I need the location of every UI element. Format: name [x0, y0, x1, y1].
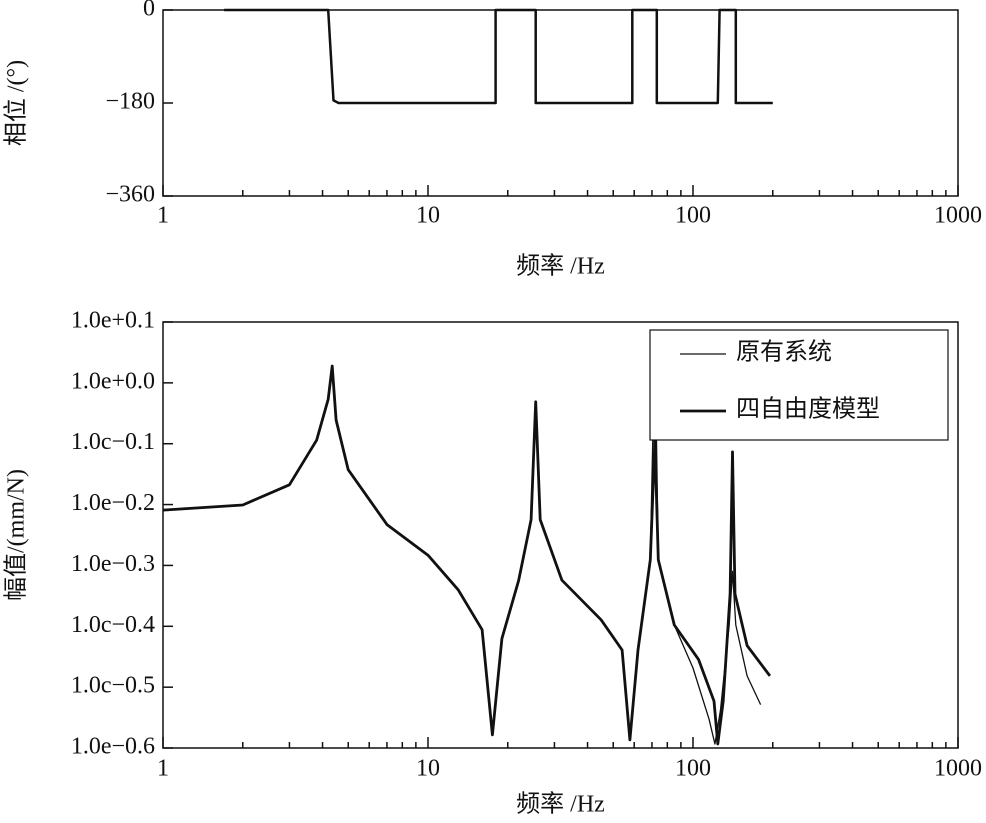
- series-line: [224, 8, 773, 105]
- y-axis-label: 相位 /(°): [3, 60, 30, 146]
- x-tick-label: 100: [675, 203, 711, 229]
- x-tick-label: 1: [157, 203, 169, 229]
- y-tick-label: −180: [105, 89, 155, 115]
- legend-label: 原有系统: [736, 339, 832, 366]
- y-tick-label: −360: [105, 182, 155, 208]
- y-tick-label: 0: [143, 0, 155, 22]
- y-tick-label: 1.0c−0.5: [71, 673, 155, 699]
- y-tick-label: 1.0e−0.2: [71, 490, 155, 516]
- series-line: [162, 364, 772, 746]
- x-tick-label: 10: [416, 203, 440, 229]
- x-tick-label: 1000: [934, 756, 982, 782]
- x-tick-label: 10: [416, 756, 440, 782]
- x-tick-label: 100: [675, 756, 711, 782]
- legend-label: 四自由度模型: [736, 396, 880, 423]
- y-tick-label: 1.0e+0.0: [71, 368, 155, 394]
- x-tick-label: 1: [157, 756, 169, 782]
- y-tick-label: 1.0e−0.6: [71, 734, 155, 760]
- x-axis-label: 频率 /Hz: [516, 253, 605, 280]
- y-tick-label: 1.0e+0.1: [71, 308, 155, 334]
- plot-frame: [162, 321, 959, 749]
- y-tick-label: 1.0e−0.3: [71, 551, 155, 577]
- y-tick-label: 1.0c−0.1: [71, 429, 155, 455]
- y-tick-label: 1.0c−0.4: [71, 612, 155, 638]
- y-axis-label: 幅值/(mm/N): [3, 469, 30, 601]
- legend-box: [649, 329, 949, 441]
- x-axis-label: 频率 /Hz: [516, 791, 605, 818]
- x-tick-label: 1000: [934, 203, 982, 229]
